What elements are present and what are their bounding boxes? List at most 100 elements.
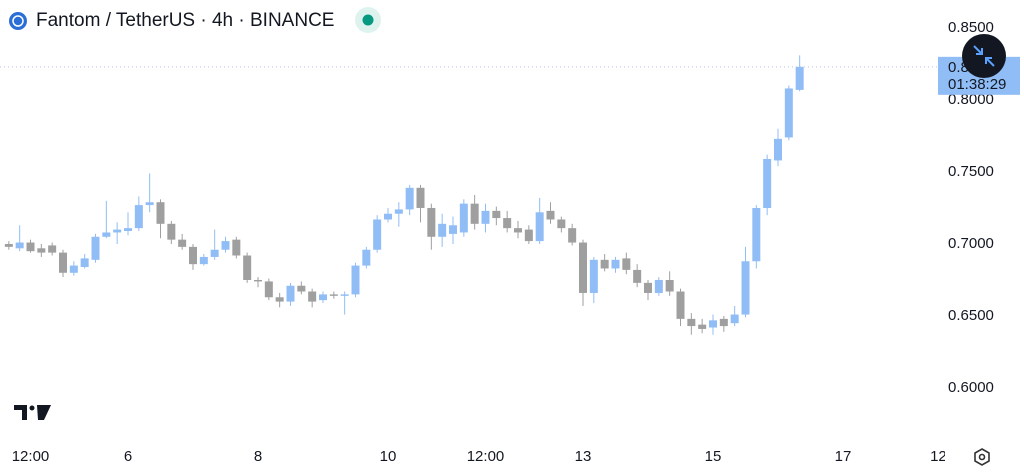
candle-body: [167, 223, 176, 240]
candle-body: [763, 159, 772, 208]
x-tick-label: 12:00: [12, 448, 50, 465]
candle-body: [286, 285, 295, 302]
x-tick-label: 6: [124, 448, 132, 465]
button-bg: [962, 34, 1006, 78]
chart-title: Fantom / TetherUS · 4h · BINANCE: [36, 10, 334, 31]
y-tick-label: 0.8500: [948, 19, 994, 36]
y-tick-label: 0.7500: [948, 163, 994, 180]
x-axis: 12:00 6 8 10 12:00 13 15 17 12:: [12, 448, 951, 465]
candle-body: [4, 243, 13, 247]
candle-body: [308, 291, 317, 302]
candle-body: [123, 228, 132, 232]
candle-body: [730, 314, 739, 324]
candle-body: [253, 279, 262, 282]
candle-body: [405, 187, 414, 210]
candle-body: [448, 225, 457, 234]
candle-body: [557, 219, 566, 229]
candle-body: [459, 203, 468, 233]
candle-body: [318, 294, 327, 301]
candle-body: [188, 246, 197, 265]
candle-body: [708, 320, 717, 328]
candle-body: [243, 255, 252, 280]
candle-body: [698, 324, 707, 329]
candle-body: [329, 294, 338, 296]
y-tick-label: 0.6500: [948, 307, 994, 324]
candle-body: [741, 261, 750, 315]
candle-body: [373, 219, 382, 250]
candle-body: [427, 207, 436, 237]
candle-body: [611, 259, 620, 269]
countdown: 01:38:29: [948, 76, 1006, 93]
x-tick-label: 12:00: [467, 448, 505, 465]
x-tick-label: 17: [835, 448, 852, 465]
x-tick-label: 8: [254, 448, 262, 465]
button-icon: [973, 45, 995, 67]
candle-body: [362, 249, 371, 266]
candle-body: [600, 259, 609, 269]
candle-body: [438, 223, 447, 237]
coin-logo: [9, 12, 27, 30]
candle-body: [37, 248, 46, 253]
coin-logo-ring: [12, 15, 24, 27]
candle-body: [622, 258, 631, 270]
candle-body: [589, 259, 598, 293]
candle-body: [351, 265, 360, 295]
candle-body: [513, 228, 522, 233]
candle-body: [80, 258, 89, 268]
status-dot[interactable]: [362, 14, 374, 26]
candle-body: [275, 297, 284, 302]
candle-body: [687, 318, 696, 327]
candle-body: [492, 210, 501, 219]
candle-body: [416, 187, 425, 208]
candle-body: [178, 239, 187, 247]
x-tick-label: 13: [575, 448, 592, 465]
candle-body: [297, 285, 306, 292]
candle-body: [524, 229, 533, 242]
candle-body: [633, 269, 642, 283]
candle-body: [58, 252, 67, 273]
candle-body: [264, 281, 273, 298]
plot: [0, 55, 940, 335]
candle-body: [654, 279, 663, 293]
settings-icon[interactable]: [974, 448, 990, 466]
candle-body: [752, 207, 761, 262]
candle-body: [774, 138, 783, 161]
candle-body: [113, 229, 122, 233]
candle-body: [69, 265, 78, 273]
candle-body: [503, 218, 512, 229]
candle-body: [481, 210, 490, 224]
y-tick-label: 0.6000: [948, 379, 994, 396]
candle-body: [156, 202, 165, 224]
candle-body: [665, 279, 674, 292]
candle-body: [340, 294, 349, 296]
candle-body: [676, 291, 685, 319]
x-tick-label: 15: [705, 448, 722, 465]
candle-body: [643, 282, 652, 293]
y-tick-label: 0.8000: [948, 91, 994, 108]
collapse-button[interactable]: [962, 34, 1006, 78]
candle-body: [568, 228, 577, 243]
candle-body: [15, 242, 24, 249]
candle-body: [578, 242, 587, 293]
candle-body: [91, 236, 100, 260]
candle-body: [199, 256, 208, 265]
candle-body: [719, 318, 728, 327]
candle-body: [470, 203, 479, 224]
x-tick-label: 10: [380, 448, 397, 465]
candle-body: [383, 213, 392, 220]
candle-body: [784, 88, 793, 138]
candle-body: [221, 241, 230, 250]
candle-body: [210, 249, 219, 257]
candle-body: [26, 242, 35, 252]
candle-body: [134, 205, 143, 229]
x-tick-label: 12:: [930, 448, 951, 465]
candle-body: [546, 210, 555, 220]
candle-body: [394, 209, 403, 214]
y-tick-label: 0.7000: [948, 235, 994, 252]
candle-body: [48, 245, 57, 253]
candle-body: [145, 202, 154, 206]
tv-logo: [14, 405, 51, 420]
candle-body: [102, 232, 111, 237]
candle-body: [535, 212, 544, 242]
